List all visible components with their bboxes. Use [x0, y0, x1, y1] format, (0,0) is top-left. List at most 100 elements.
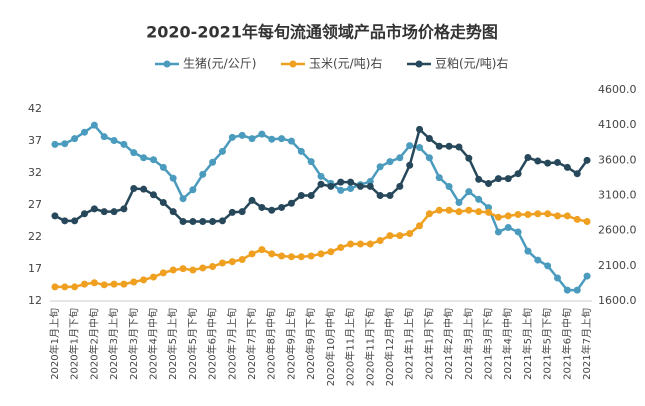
point — [504, 175, 512, 183]
point — [435, 142, 443, 150]
y2-tick-label: 3600.0 — [598, 153, 637, 166]
x-tick-label: 2021年6月中旬 — [560, 308, 573, 380]
point — [90, 205, 98, 213]
point — [455, 143, 463, 151]
point — [238, 208, 246, 216]
point — [524, 210, 532, 218]
point — [347, 178, 355, 186]
point — [485, 180, 493, 188]
point — [573, 215, 581, 223]
point — [149, 156, 157, 164]
point — [317, 180, 325, 188]
point — [71, 217, 79, 225]
point — [554, 212, 562, 220]
point — [347, 184, 355, 192]
point — [238, 256, 246, 264]
x-tick-label: 2021年4月中旬 — [501, 308, 514, 380]
point — [71, 283, 79, 291]
x-tick-label: 2021年7月上旬 — [580, 308, 593, 380]
x-tick-label: 2020年8月中旬 — [265, 308, 278, 380]
point — [189, 186, 197, 194]
point — [337, 178, 345, 186]
point — [51, 212, 59, 220]
point — [445, 142, 453, 150]
point — [297, 253, 305, 261]
point — [179, 265, 187, 273]
x-tick-label: 2021年2月中旬 — [442, 308, 455, 380]
point — [307, 252, 315, 260]
point — [130, 278, 138, 286]
x-tick-label: 2020年6月中旬 — [206, 308, 219, 380]
point — [386, 232, 394, 240]
point — [61, 283, 69, 291]
point — [71, 135, 79, 143]
x-tick-label: 2020年5月上旬 — [166, 308, 179, 380]
point — [524, 247, 532, 255]
point — [534, 256, 542, 264]
point — [327, 182, 335, 190]
point — [563, 212, 571, 220]
point — [110, 137, 118, 145]
point — [80, 280, 88, 288]
point — [514, 170, 522, 178]
point — [534, 157, 542, 165]
point — [258, 203, 266, 211]
series-line — [54, 209, 588, 289]
point — [179, 218, 187, 226]
point — [258, 130, 266, 138]
point — [376, 192, 384, 199]
point — [130, 149, 138, 157]
x-tick-label: 2020年4月中旬 — [146, 308, 159, 380]
point — [485, 208, 493, 216]
point — [218, 217, 226, 225]
point — [228, 208, 236, 216]
chart-title: 2020-2021年每旬流通领域产品市场价格走势图 — [146, 23, 498, 42]
point — [248, 135, 256, 143]
x-tick-label: 2021年3月下旬 — [482, 308, 495, 380]
point — [90, 121, 98, 129]
point — [297, 192, 305, 199]
point — [51, 140, 59, 148]
y2-tick-label: 1600.0 — [598, 294, 637, 307]
point — [563, 163, 571, 171]
x-tick-label: 2020年11月下旬 — [363, 308, 376, 386]
point — [100, 133, 108, 141]
point — [425, 135, 433, 143]
y2-tick-label: 2600.0 — [598, 224, 637, 237]
point — [366, 182, 374, 190]
point — [416, 144, 424, 152]
point — [544, 159, 552, 167]
x-tick-label: 2021年3月上旬 — [462, 308, 475, 380]
point — [120, 140, 128, 148]
point — [179, 195, 187, 203]
point — [327, 248, 335, 256]
point — [228, 258, 236, 266]
point — [140, 276, 148, 284]
y-tick-label: 37 — [28, 134, 42, 147]
point — [396, 154, 404, 162]
x-tick-label: 2020年3月上旬 — [107, 308, 120, 380]
point — [189, 266, 197, 274]
point — [544, 262, 552, 270]
x-tick-label: 2021年1月上旬 — [403, 308, 416, 380]
point — [376, 237, 384, 245]
point — [80, 128, 88, 136]
point — [159, 163, 167, 171]
point — [573, 170, 581, 178]
point — [465, 154, 473, 162]
point — [307, 158, 315, 166]
point — [218, 259, 226, 267]
point — [406, 161, 414, 169]
x-tick-label: 2021年1月下旬 — [422, 308, 435, 380]
point — [159, 199, 167, 207]
point — [159, 269, 167, 277]
point — [376, 163, 384, 171]
y2-tick-label: 3100.0 — [598, 189, 637, 202]
point — [366, 177, 374, 185]
point — [396, 232, 404, 240]
point — [534, 210, 542, 218]
y2-tick-label: 4100.0 — [598, 118, 637, 131]
point — [524, 154, 532, 162]
point — [583, 218, 591, 226]
point — [90, 279, 98, 287]
